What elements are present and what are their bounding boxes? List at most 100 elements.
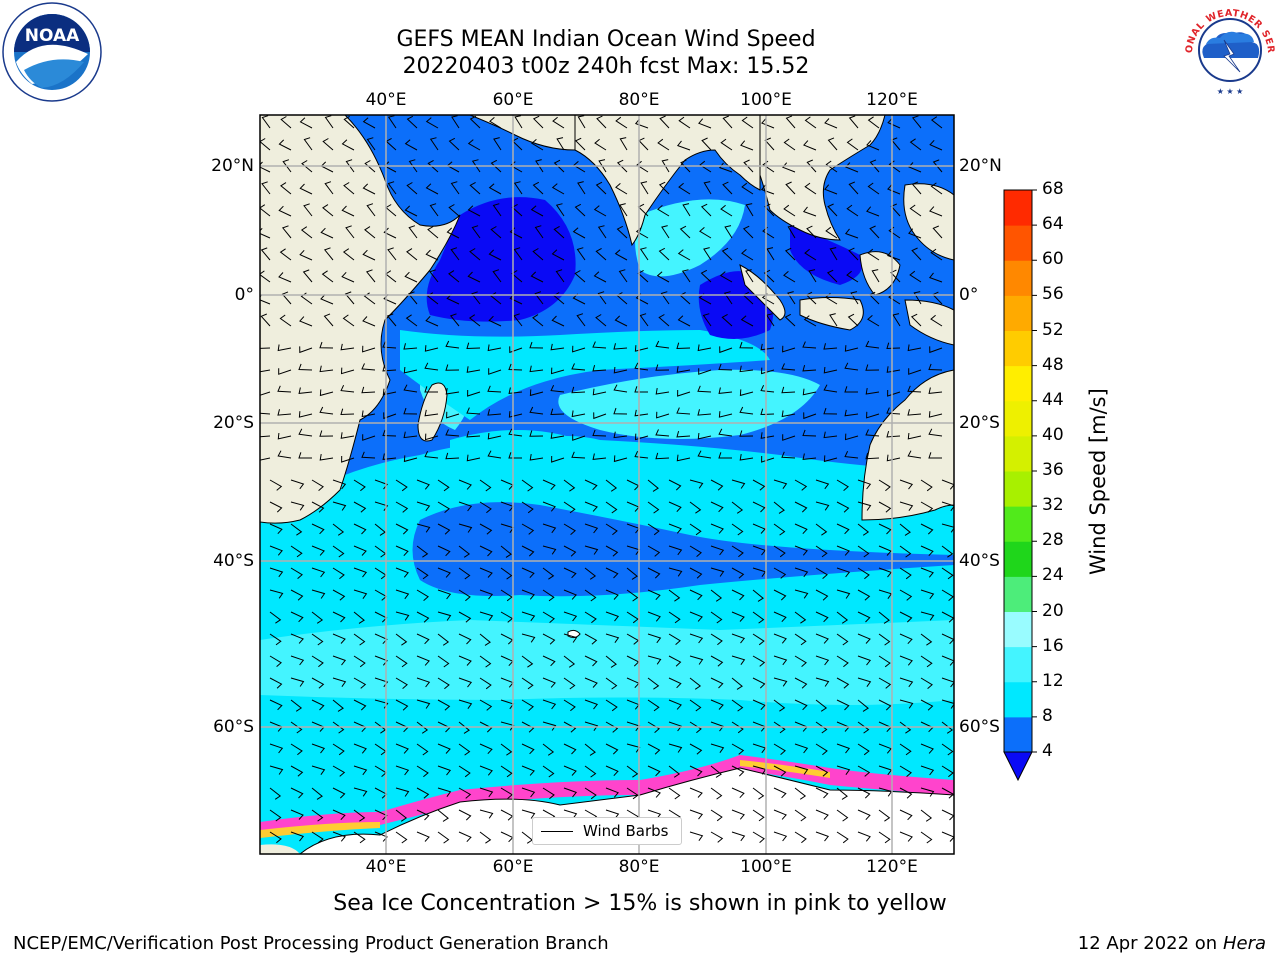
wind-barb [437,743,451,754]
wind-barb [500,545,512,558]
wind-barb [532,248,544,261]
wind-barb [382,429,397,437]
wind-barb [596,115,607,129]
wind-barb [815,743,828,756]
wind-barb [353,523,367,535]
wind-barb [815,677,830,687]
y-tick-right-60s: 60°S [959,717,1000,737]
wind-barb [365,269,376,283]
wind-barb [416,567,429,580]
wind-barb [340,384,355,393]
colorbar-segment [1004,330,1032,367]
wind-barb [781,410,796,418]
wind-barb [866,140,880,151]
wind-barb [785,181,796,195]
wind-barb [878,545,892,556]
wind-barb [752,831,765,843]
wind-barb [323,313,334,327]
wind-barb [857,765,871,777]
wind-barb [387,115,397,129]
wind-barb [500,787,513,799]
wind-barb [353,545,367,556]
wind-barb [718,411,733,418]
wind-barb [682,203,691,217]
wind-barb [374,501,389,511]
wind-barb [718,363,733,371]
wind-barb [424,362,439,371]
wind-barb [542,501,556,512]
wind-barb [406,248,418,261]
wind-barb [899,501,914,511]
wind-barb [469,115,481,129]
wind-barb [928,411,943,418]
wind-barb [679,225,691,239]
wind-barb [298,387,313,394]
wind-barb [865,388,880,395]
wind-barb [416,611,430,623]
wind-barb [466,366,481,373]
wind-barb [563,523,576,535]
wind-barb [550,367,565,375]
wind-barb [311,699,325,711]
wind-barb [668,545,683,556]
wind-barb [928,428,943,437]
wind-barb [551,455,565,463]
wind-barb [721,313,733,327]
wind-barb [605,743,619,755]
wind-barb [647,545,661,557]
wind-barb [479,743,493,755]
wind-barb [878,677,892,689]
wind-barb [387,181,397,195]
wind-barb [576,313,586,327]
wind-barb [260,412,271,415]
wind-barb [542,655,556,667]
wind-barb [836,501,850,513]
wind-barb [815,479,830,490]
colorbar-tick-label: 36 [1042,460,1064,480]
wind-barb [605,633,620,643]
wind-barb [836,743,851,754]
wind-barb [280,116,292,129]
wind-barb [752,655,766,667]
wind-barb [290,809,304,820]
wind-barb [784,313,796,327]
wind-barb [458,523,473,533]
x-tick-bottom-100e: 100°E [740,857,792,877]
wind-barb [836,655,849,668]
wind-barb [701,137,712,151]
wind-barb [636,160,649,173]
wind-barb [332,633,346,644]
wind-barb [803,140,817,151]
wind-barb [386,313,397,327]
wind-barb [941,677,954,688]
wind-barb [395,765,410,776]
wind-barb [311,787,323,800]
wind-barb [260,313,271,327]
wind-barb [416,699,431,709]
colorbar-tick-label: 56 [1042,284,1064,305]
wind-barb [448,137,460,151]
wind-barb [458,633,472,645]
wind-barb [290,765,304,777]
wind-barb [794,523,808,535]
wind-barb [752,589,764,602]
wind-barb [784,247,796,261]
wind-barb [429,137,439,151]
wind-barb [920,831,933,844]
wind-barb [404,205,418,217]
wind-barb [719,271,733,283]
wind-barb [353,677,367,689]
wind-barb [850,291,859,305]
wind-barb [920,677,933,689]
wind-barb [815,567,828,579]
wind-barb [668,677,682,689]
wind-barb [260,270,271,283]
colorbar-segment [1004,541,1032,577]
wind-barb [535,159,544,173]
wind-barb [689,831,704,841]
wind-barb [794,545,808,556]
wind-barb [909,270,922,283]
wind-barb [290,611,304,623]
wind-barb [302,269,313,283]
wind-barb [353,831,366,844]
